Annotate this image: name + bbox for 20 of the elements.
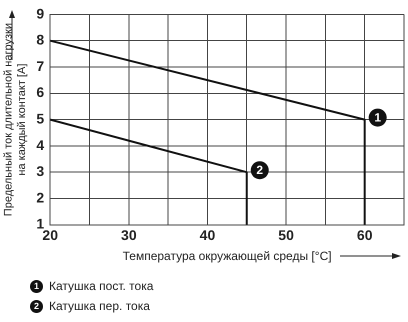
y-tick-label: 4 bbox=[36, 136, 44, 153]
y-tick-label: 7 bbox=[36, 58, 44, 74]
y-tick-label: 1 bbox=[36, 216, 44, 232]
legend-label: Катушка пер. тока bbox=[49, 299, 150, 313]
x-tick-label: 30 bbox=[121, 227, 137, 244]
x-tick-label: 60 bbox=[356, 227, 373, 244]
y-tick-label: 3 bbox=[36, 163, 44, 180]
legend-label: Катушка пост. тока bbox=[49, 279, 154, 293]
x-tick-label: 20 bbox=[42, 227, 58, 244]
y-tick-label: 5 bbox=[36, 110, 44, 126]
x-axis-title: Температура окружающей среды [°C] bbox=[122, 249, 332, 264]
y-tick-label: 8 bbox=[36, 32, 44, 48]
y-tick-label: 2 bbox=[36, 189, 44, 206]
annotation: 2 bbox=[256, 163, 264, 178]
x-tick-label: 50 bbox=[278, 227, 294, 244]
y-tick-label: 9 bbox=[36, 5, 44, 22]
y-tick-label: 6 bbox=[36, 84, 44, 100]
y-axis-title: Предельный ток длительной нагрузки на каждый контакт [A] bbox=[2, 23, 28, 216]
x-tick-label: 40 bbox=[200, 227, 216, 244]
annotation: 1 bbox=[374, 110, 382, 124]
